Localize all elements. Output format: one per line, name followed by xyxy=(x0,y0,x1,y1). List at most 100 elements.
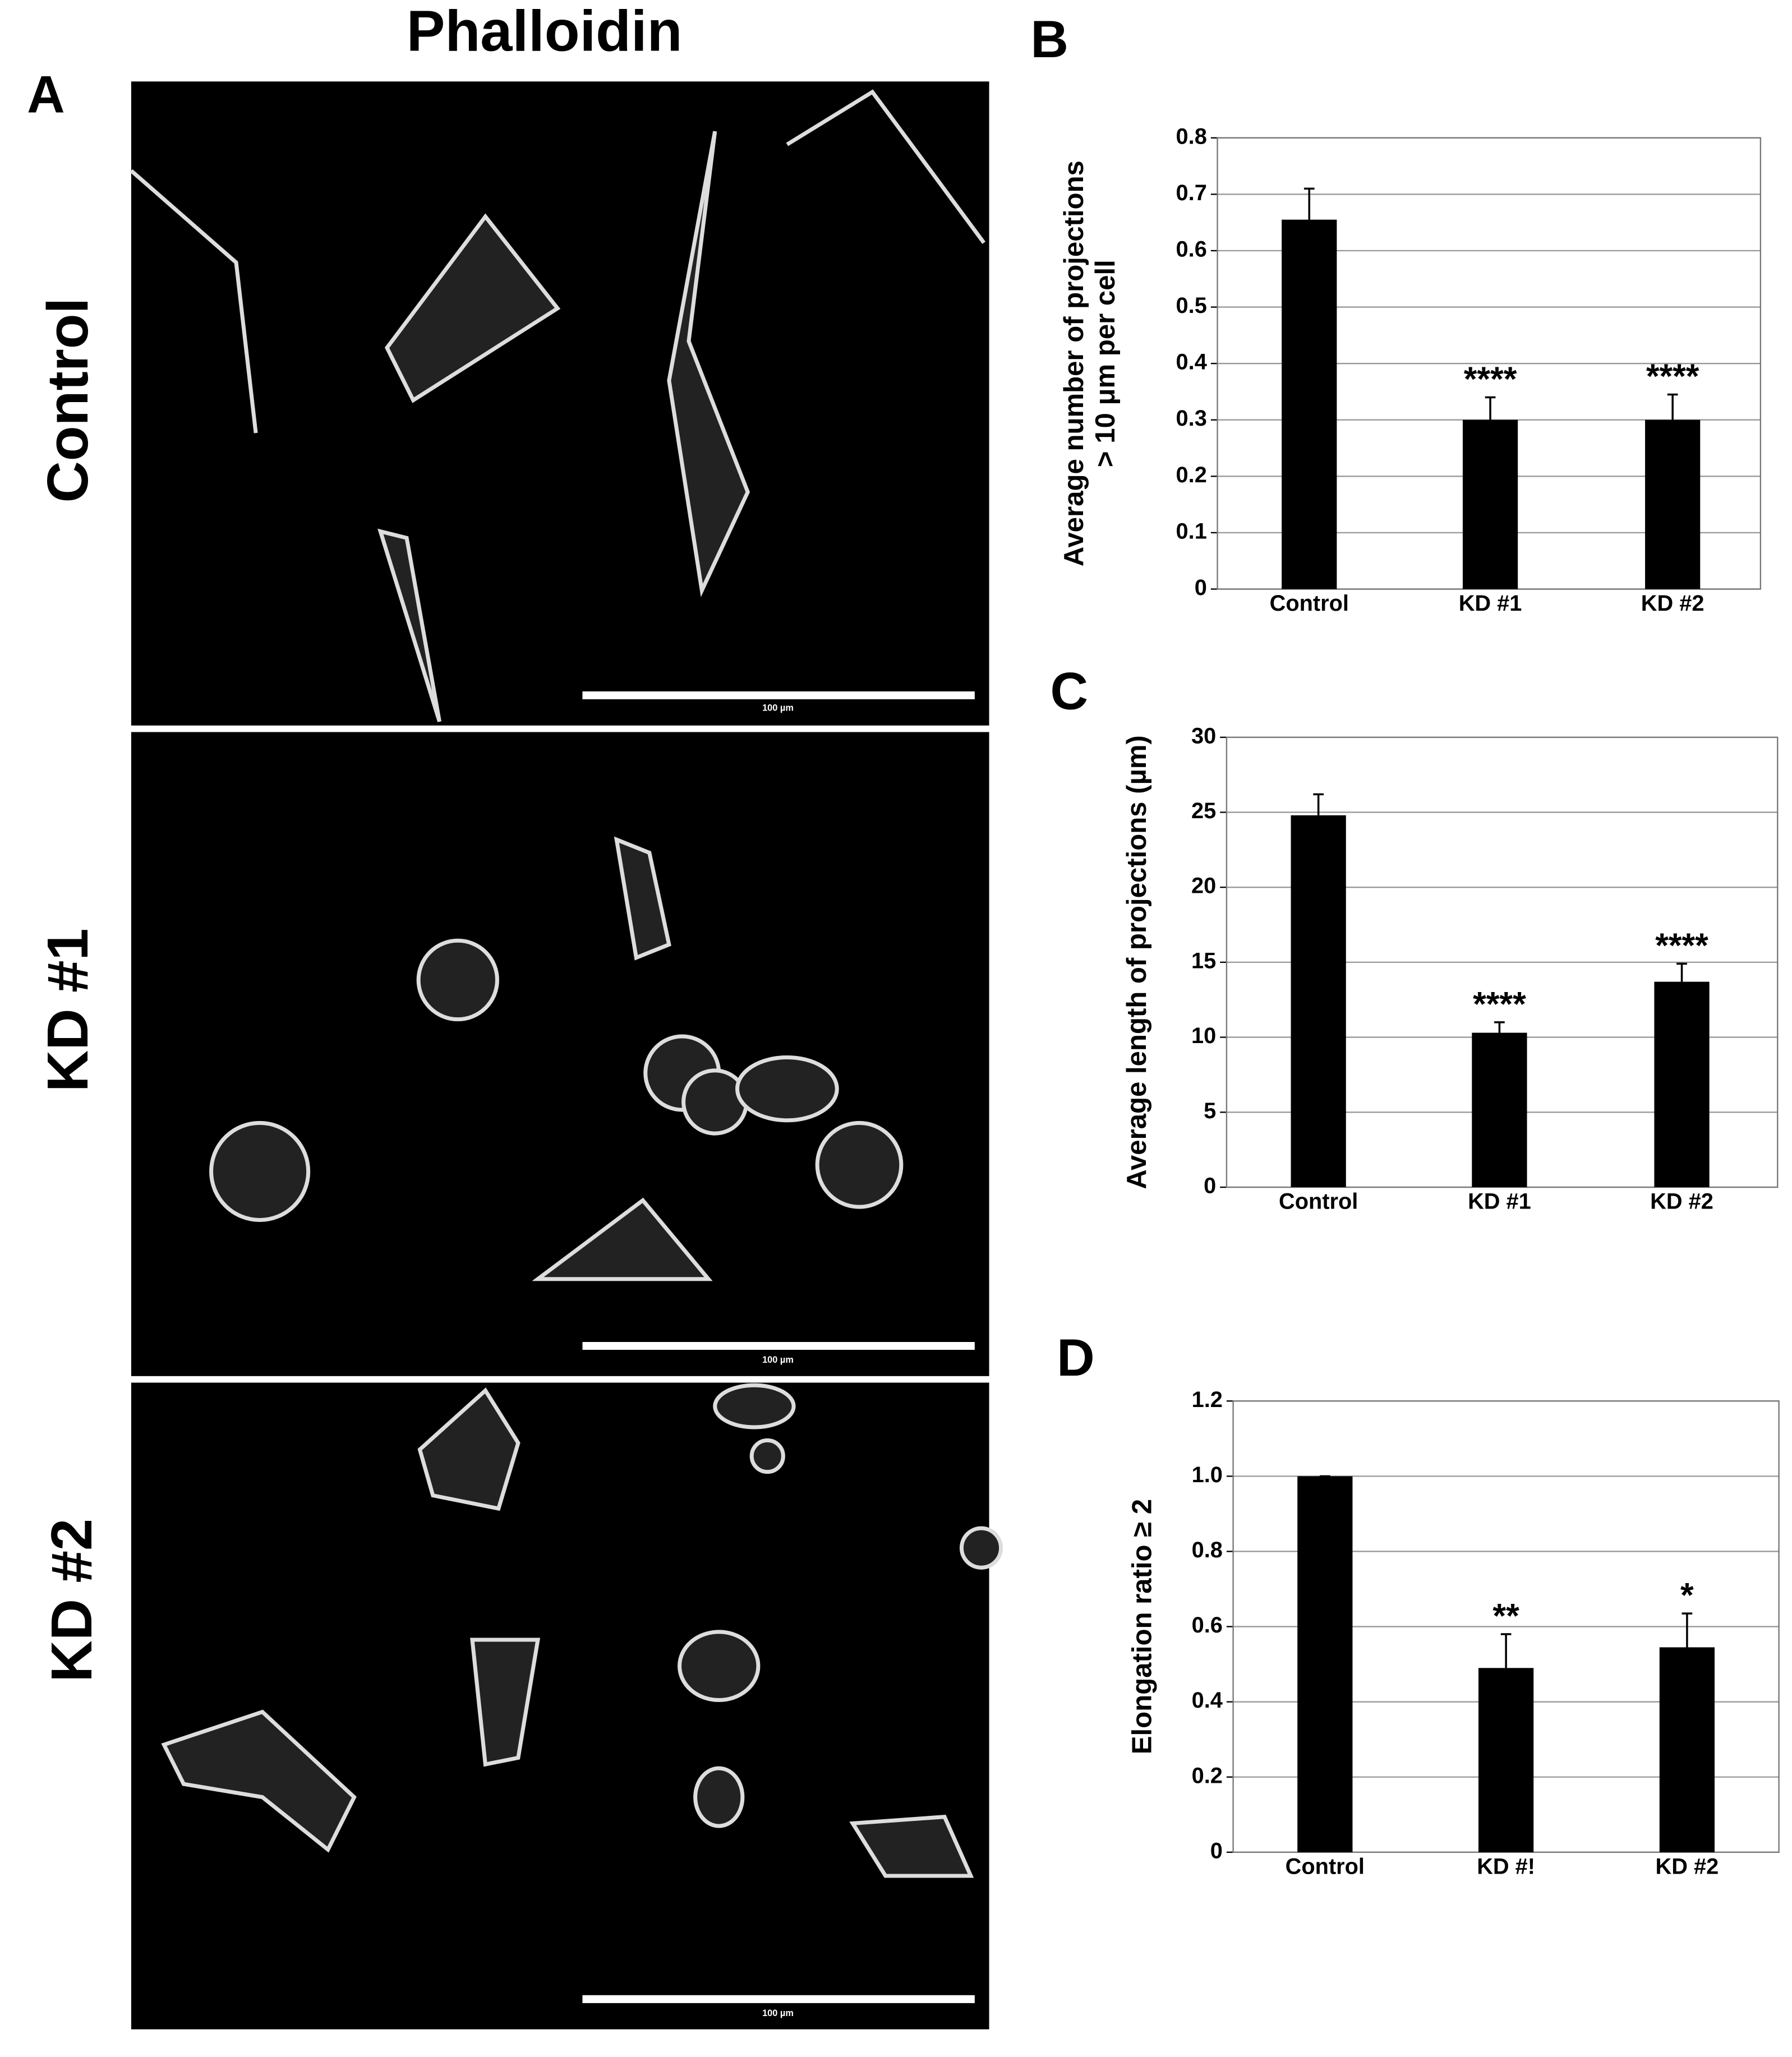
x-tick-label: KD #1 xyxy=(1459,591,1522,616)
y-tick-label: 0.7 xyxy=(1176,181,1207,205)
y-axis-label: Elongation ratio ≥ 2 xyxy=(1127,1499,1158,1754)
scale-bar-label: 100 µm xyxy=(762,703,794,713)
panel-letter: A xyxy=(27,64,65,123)
x-tick-label: Control xyxy=(1270,591,1349,616)
cell xyxy=(470,1638,541,1767)
error-bar xyxy=(1667,393,1678,420)
y-tick-label: 0.2 xyxy=(1176,463,1207,487)
bar xyxy=(1654,981,1710,1188)
scale-bar-label: 100 µm xyxy=(762,2008,794,2018)
y-tick-label: 0.4 xyxy=(1192,1688,1223,1713)
significance: * xyxy=(1680,1576,1694,1614)
y-tick-label: 0.6 xyxy=(1192,1613,1223,1638)
y-tick-label: 0.4 xyxy=(1176,350,1207,375)
y-tick-label: 0.8 xyxy=(1176,124,1207,149)
cell xyxy=(377,528,442,722)
bar xyxy=(1282,219,1337,589)
error-bar xyxy=(1485,396,1496,420)
cell xyxy=(681,1068,749,1136)
y-tick-label: 1.2 xyxy=(1192,1387,1223,1412)
cell xyxy=(614,836,671,961)
panel-title: Phalloidin xyxy=(407,0,683,63)
y-tick-label: 0 xyxy=(1204,1174,1216,1198)
error-bar xyxy=(1682,1612,1693,1648)
cell xyxy=(678,1630,761,1703)
bar xyxy=(1478,1668,1534,1852)
scale-bar-label: 100 µm xyxy=(762,1355,794,1365)
micrographs: 100 µm 100 µm 100 µm xyxy=(130,81,1003,2030)
error-bar xyxy=(1494,1021,1505,1033)
scale-bars xyxy=(582,691,975,2003)
error-bar xyxy=(1303,187,1315,220)
significance: **** xyxy=(1655,926,1708,965)
panel-letter: B xyxy=(1030,10,1068,68)
micrograph xyxy=(131,1382,989,2030)
chart: C 0 5 10 15 20 25 30 Average length of projectio… xyxy=(1050,662,1779,1214)
bar xyxy=(1297,1476,1353,1852)
y-tick-label: 1.0 xyxy=(1192,1463,1223,1487)
cell xyxy=(849,1815,974,1878)
cell xyxy=(384,213,561,403)
row-label: KD #1 xyxy=(35,928,100,1092)
x-tick-label: KD #1 xyxy=(1468,1189,1531,1214)
y-tick-label: 0.1 xyxy=(1176,519,1207,543)
y-tick-label: 20 xyxy=(1191,874,1216,898)
significance: **** xyxy=(1473,985,1526,1023)
row-label: Control xyxy=(35,298,100,503)
y-axis-label: Average number of projections xyxy=(1059,160,1089,566)
x-tick-label: KD #2 xyxy=(1641,591,1705,616)
x-tick-label: KD #2 xyxy=(1650,1189,1713,1214)
significance: **** xyxy=(1464,359,1517,398)
row-label: KD #2 xyxy=(39,1519,104,1682)
y-tick-label: 10 xyxy=(1191,1023,1216,1048)
error-bar xyxy=(1676,962,1687,982)
y-tick-label: 0.5 xyxy=(1176,293,1207,318)
cell xyxy=(130,89,986,433)
x-tick-label: Control xyxy=(1286,1854,1365,1879)
y-tick-label: 5 xyxy=(1204,1099,1216,1123)
cells xyxy=(130,89,1003,1878)
bar xyxy=(1462,419,1518,589)
chart: B 0 0.1 0.2 0.3 0.4 0.5 0.6 0.7 0.8 Average number… xyxy=(1030,10,1762,616)
cell xyxy=(532,1197,713,1281)
cell xyxy=(693,1766,745,1828)
chart: D 0 0.2 0.4 0.6 0.8 1.0 1.2 Elongation ratio ≥ 2… xyxy=(1057,1328,1780,1879)
y-tick-label: 0.2 xyxy=(1192,1763,1223,1788)
bar xyxy=(1472,1032,1527,1188)
x-tick-label: Control xyxy=(1279,1189,1358,1214)
y-tick-label: 0.8 xyxy=(1192,1538,1223,1562)
y-tick-label: 0.6 xyxy=(1176,237,1207,262)
panel-letter: C xyxy=(1050,662,1088,721)
significance: ** xyxy=(1492,1597,1519,1635)
cell xyxy=(417,1387,520,1511)
error-bar xyxy=(1313,793,1324,815)
y-axis-label: > 10 μm per cell xyxy=(1090,260,1121,467)
y-tick-label: 15 xyxy=(1191,948,1216,973)
error-bar xyxy=(1500,1633,1512,1668)
y-axis-label: Average length of projections (µm) xyxy=(1122,735,1152,1189)
y-tick-label: 25 xyxy=(1191,799,1216,823)
y-tick-label: 0 xyxy=(1195,575,1207,600)
panel-letter: D xyxy=(1057,1328,1095,1387)
y-tick-label: 30 xyxy=(1191,723,1216,748)
significance: **** xyxy=(1646,357,1699,395)
y-tick-label: 0.3 xyxy=(1176,406,1207,431)
cell xyxy=(209,1120,311,1222)
cell xyxy=(667,131,750,597)
cell xyxy=(815,1120,904,1209)
micrograph xyxy=(131,81,989,726)
x-tick-label: KD #2 xyxy=(1656,1854,1719,1879)
bar xyxy=(1659,1647,1715,1852)
cell xyxy=(713,1383,796,1429)
cell xyxy=(735,1055,839,1123)
x-tick-label: KD #! xyxy=(1477,1854,1535,1879)
cell xyxy=(959,1526,1003,1570)
y-tick-label: 0 xyxy=(1210,1838,1223,1863)
cell xyxy=(416,938,499,1022)
bar xyxy=(1291,815,1346,1188)
bar xyxy=(1645,419,1701,589)
cell xyxy=(749,1438,785,1474)
cell xyxy=(161,1709,357,1853)
